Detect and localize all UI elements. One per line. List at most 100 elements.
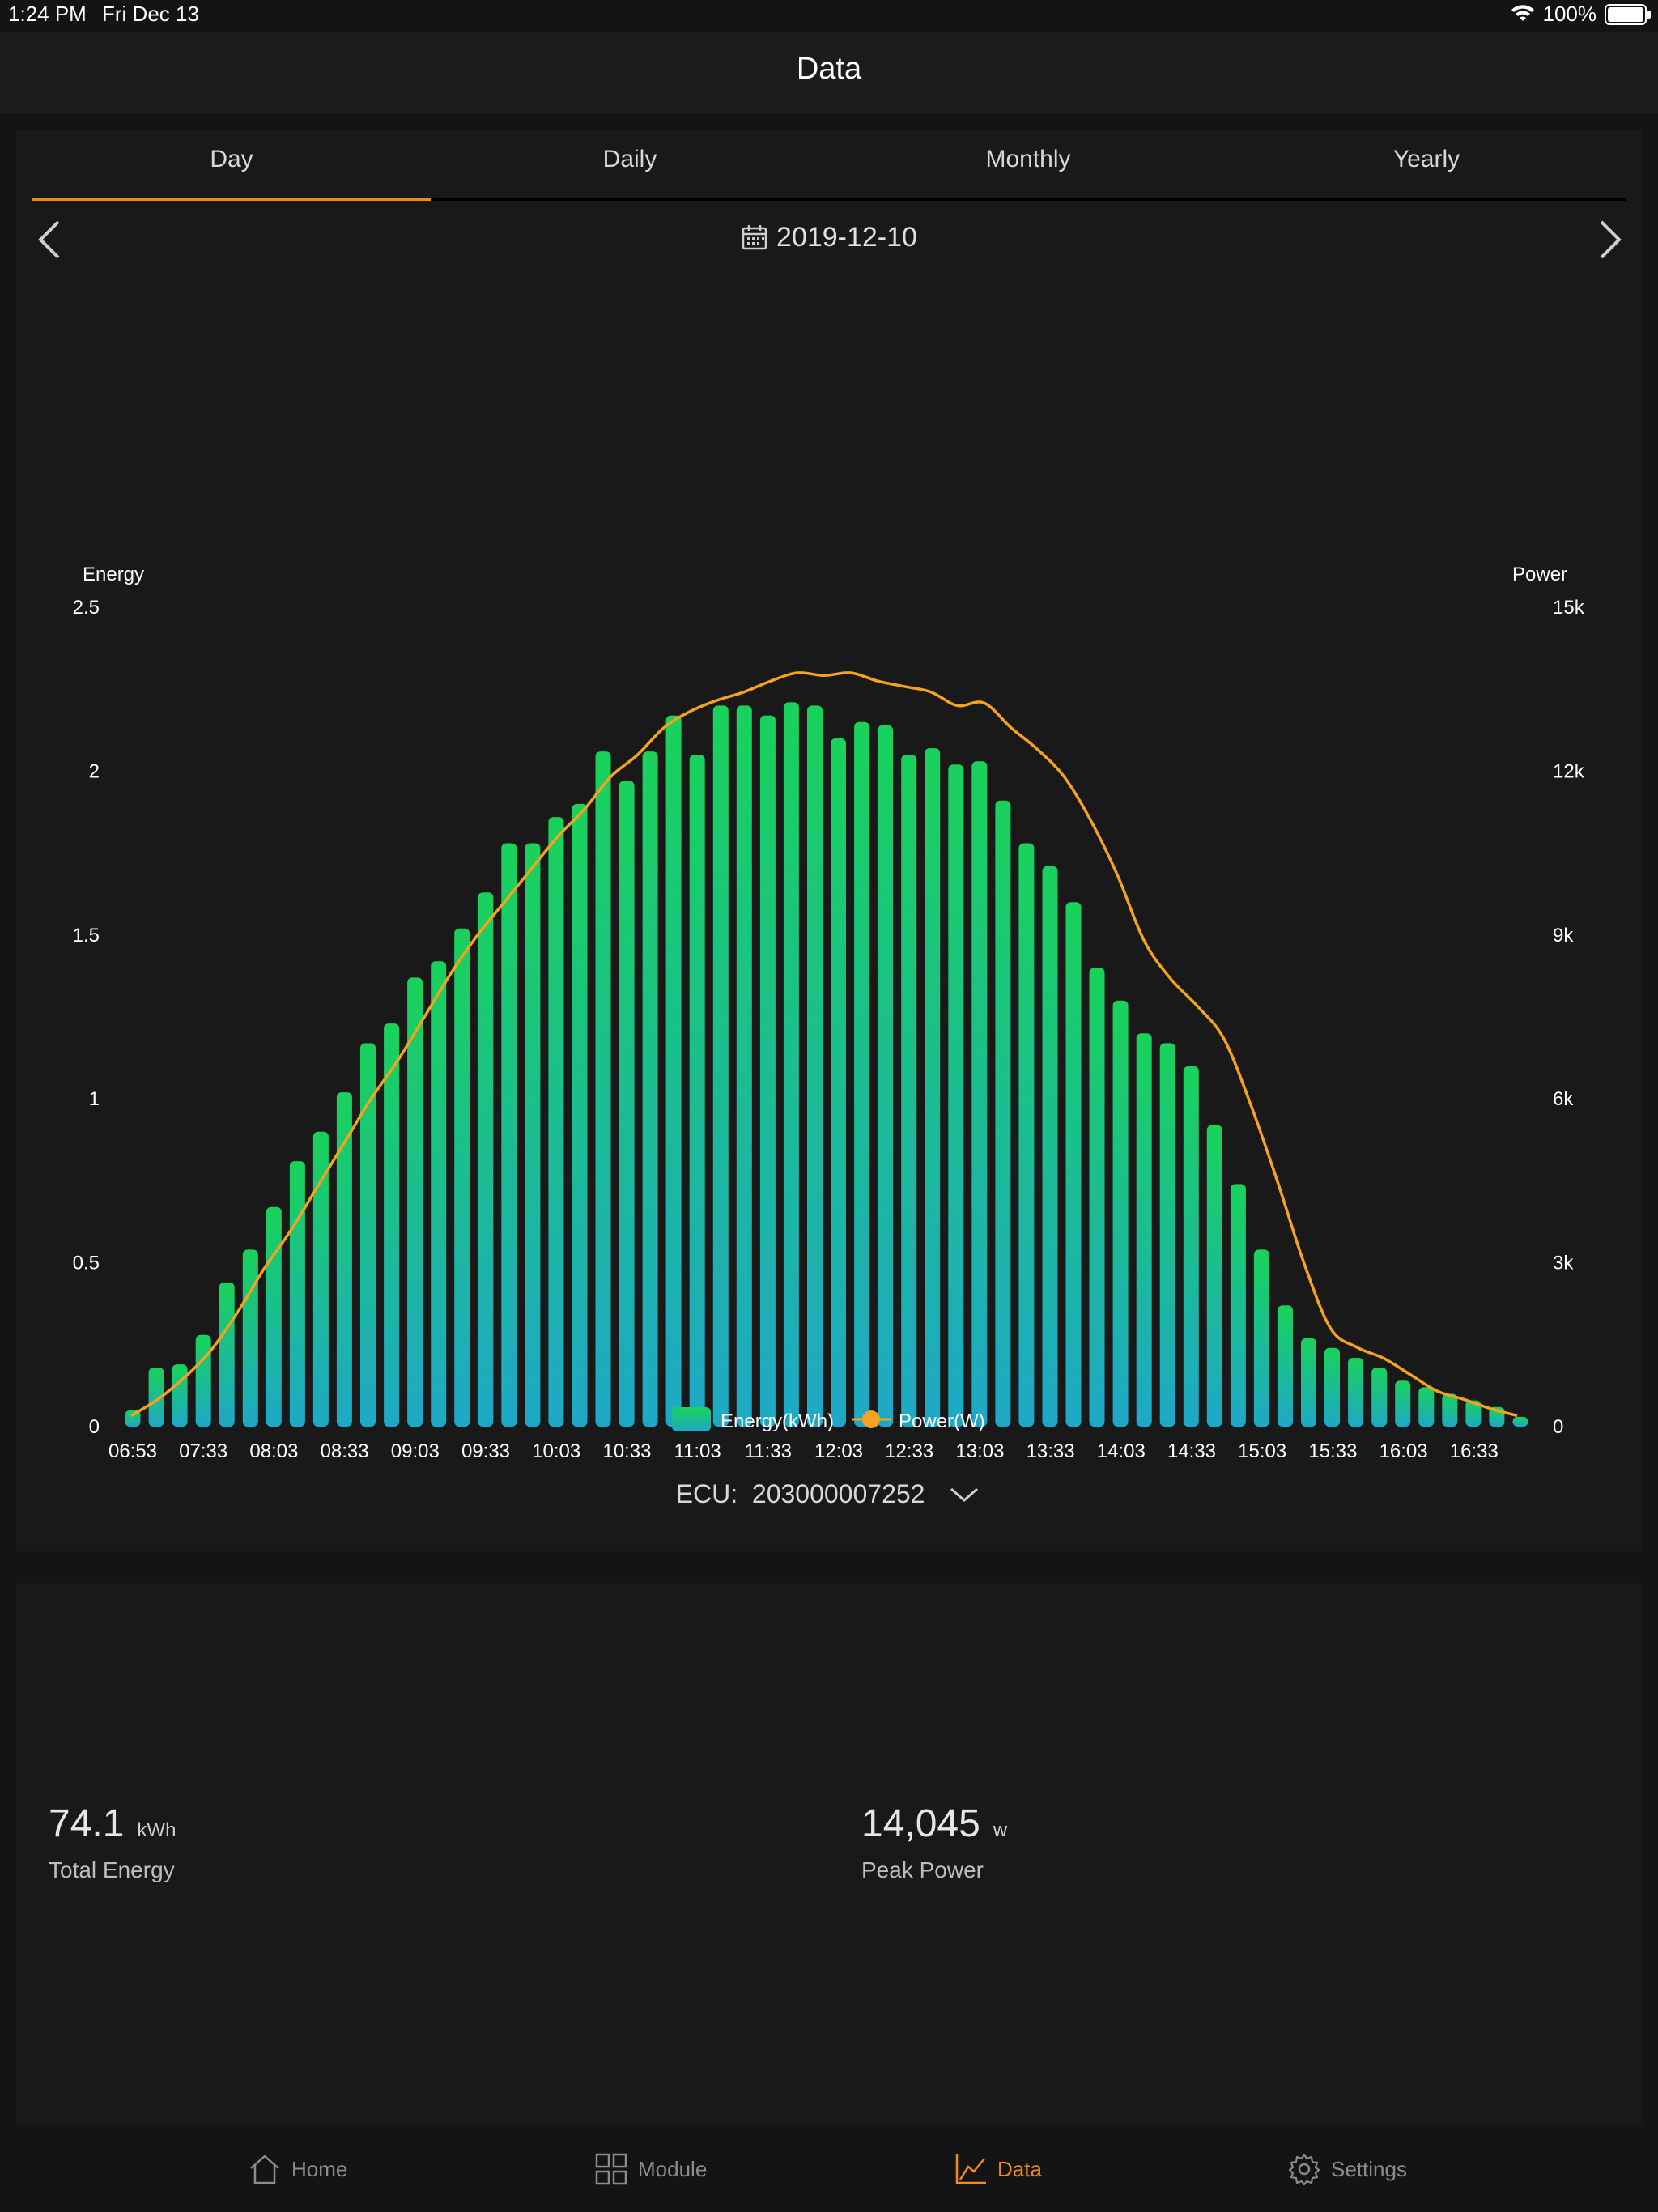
chart-icon [955,2154,986,2184]
energy-power-chart: Energy Power 00.511.522.5 03k6k9k12k15k … [73,564,1585,1462]
tabbar-settings[interactable]: Settings [1287,2152,1407,2186]
gear-icon [1288,2153,1320,2186]
status-date: Fri Dec 13 [102,2,199,26]
total-energy-label: Total Energy [49,1857,175,1882]
battery-percent: 100% [1542,2,1597,26]
x-tick-label: 09:33 [461,1440,510,1462]
right-tick-label: 9k [1553,925,1574,946]
energy-bar [1348,1358,1364,1427]
energy-bar [1324,1347,1340,1427]
energy-bar [1136,1033,1152,1427]
battery-icon [1605,3,1651,25]
bottom-tab-bar: Home Module Data Settings [0,2131,1658,2212]
energy-bar [1230,1184,1246,1427]
status-time: 1:24 PM [8,2,87,26]
energy-bar [360,1043,376,1427]
energy-bar [665,715,682,1427]
energy-bar [1206,1125,1222,1427]
energy-bar [1395,1380,1411,1427]
left-tick-label: 1.5 [73,925,100,946]
x-tick-label: 16:33 [1450,1440,1499,1462]
right-tick-label: 0 [1553,1416,1563,1438]
energy-bar [525,843,541,1427]
tabbar-home[interactable]: Home [248,2152,347,2186]
tab-active-indicator [32,198,431,201]
tab-day-label: Day [210,146,253,172]
tabbar-data-label: Data [997,2156,1042,2181]
legend-power-swatch [862,1410,880,1428]
x-tick-label: 11:03 [674,1440,721,1462]
chevron-left-icon[interactable] [28,215,76,264]
energy-bar [759,715,776,1427]
energy-bar [172,1364,188,1427]
wifi-icon [1511,4,1534,21]
x-tick-label: 15:03 [1238,1440,1286,1462]
tab-yearly-label: Yearly [1392,146,1460,172]
energy-bar [948,764,964,1427]
x-tick-label: 14:33 [1167,1440,1216,1462]
energy-bar [783,702,799,1427]
energy-bar [219,1282,235,1427]
energy-bar [242,1249,258,1427]
energy-bar [336,1092,352,1427]
energy-bar [878,725,894,1427]
ecu-label: ECU: [675,1479,738,1509]
tab-daily-label: Daily [602,146,657,172]
energy-bar [595,751,611,1427]
energy-bar [501,843,517,1427]
left-tick-label: 0.5 [73,1253,100,1274]
tab-yearly[interactable]: Yearly [1227,146,1626,173]
status-right: 100% [1511,2,1651,27]
x-tick-label: 06:53 [108,1440,157,1462]
left-tick-label: 0 [89,1416,100,1438]
peak-power-label: Peak Power [861,1857,984,1882]
left-tick-label: 1 [89,1088,100,1110]
date-picker[interactable]: 2019-12-10 [16,222,1642,253]
energy-bar [1042,866,1058,1427]
energy-bar [1465,1400,1482,1427]
energy-bar [1112,1000,1129,1427]
tabbar-module[interactable]: Module [594,2152,707,2186]
tabbar-settings-label: Settings [1331,2156,1407,2181]
date-bar: 2019-12-10 [16,211,1642,275]
ecu-selector[interactable]: ECU: 203000007252 [16,1478,1642,1509]
legend-power-label: Power(W) [899,1410,985,1432]
tab-day[interactable]: Day [32,146,431,173]
energy-bar [548,817,564,1427]
energy-bar [454,928,470,1427]
energy-bar [1159,1043,1175,1427]
energy-bar [1089,968,1105,1427]
energy-bar [736,705,752,1427]
energy-bar [1442,1393,1458,1427]
energy-bar [572,803,588,1427]
energy-bar [854,721,870,1427]
energy-bar [1301,1338,1316,1427]
home-icon [250,2155,279,2184]
tab-daily[interactable]: Daily [431,146,829,173]
energy-bar [478,892,494,1427]
energy-bar [619,781,635,1427]
energy-bar [266,1206,282,1427]
energy-bar [1418,1387,1435,1427]
chevron-right-icon[interactable] [1584,215,1632,264]
left-axis-label: Energy [83,564,144,585]
energy-bar [1018,843,1035,1427]
energy-bar [289,1161,305,1427]
tabbar-home-label: Home [291,2156,348,2181]
nav-bar: Data [0,32,1658,113]
energy-bar [125,1410,141,1427]
tab-monthly[interactable]: Monthly [829,146,1227,173]
right-tick-label: 3k [1553,1253,1574,1274]
energy-bar [1253,1249,1269,1427]
x-tick-label: 10:33 [602,1440,651,1462]
energy-bar [431,961,447,1427]
tabbar-data[interactable]: Data [954,2152,1042,2186]
tabbar-module-label: Module [638,2156,708,2181]
x-tick-label: 10:03 [532,1440,580,1462]
page-title: Data [796,52,862,86]
peak-power-stat: 14,045 w Peak Power [861,1802,1007,1883]
x-tick-label: 13:03 [955,1440,1004,1462]
x-tick-label: 12:03 [814,1440,863,1462]
stats-card: 74.1 kWh Total Energy 14,045 w Peak Power [16,1583,1642,2125]
energy-bar [407,977,423,1427]
